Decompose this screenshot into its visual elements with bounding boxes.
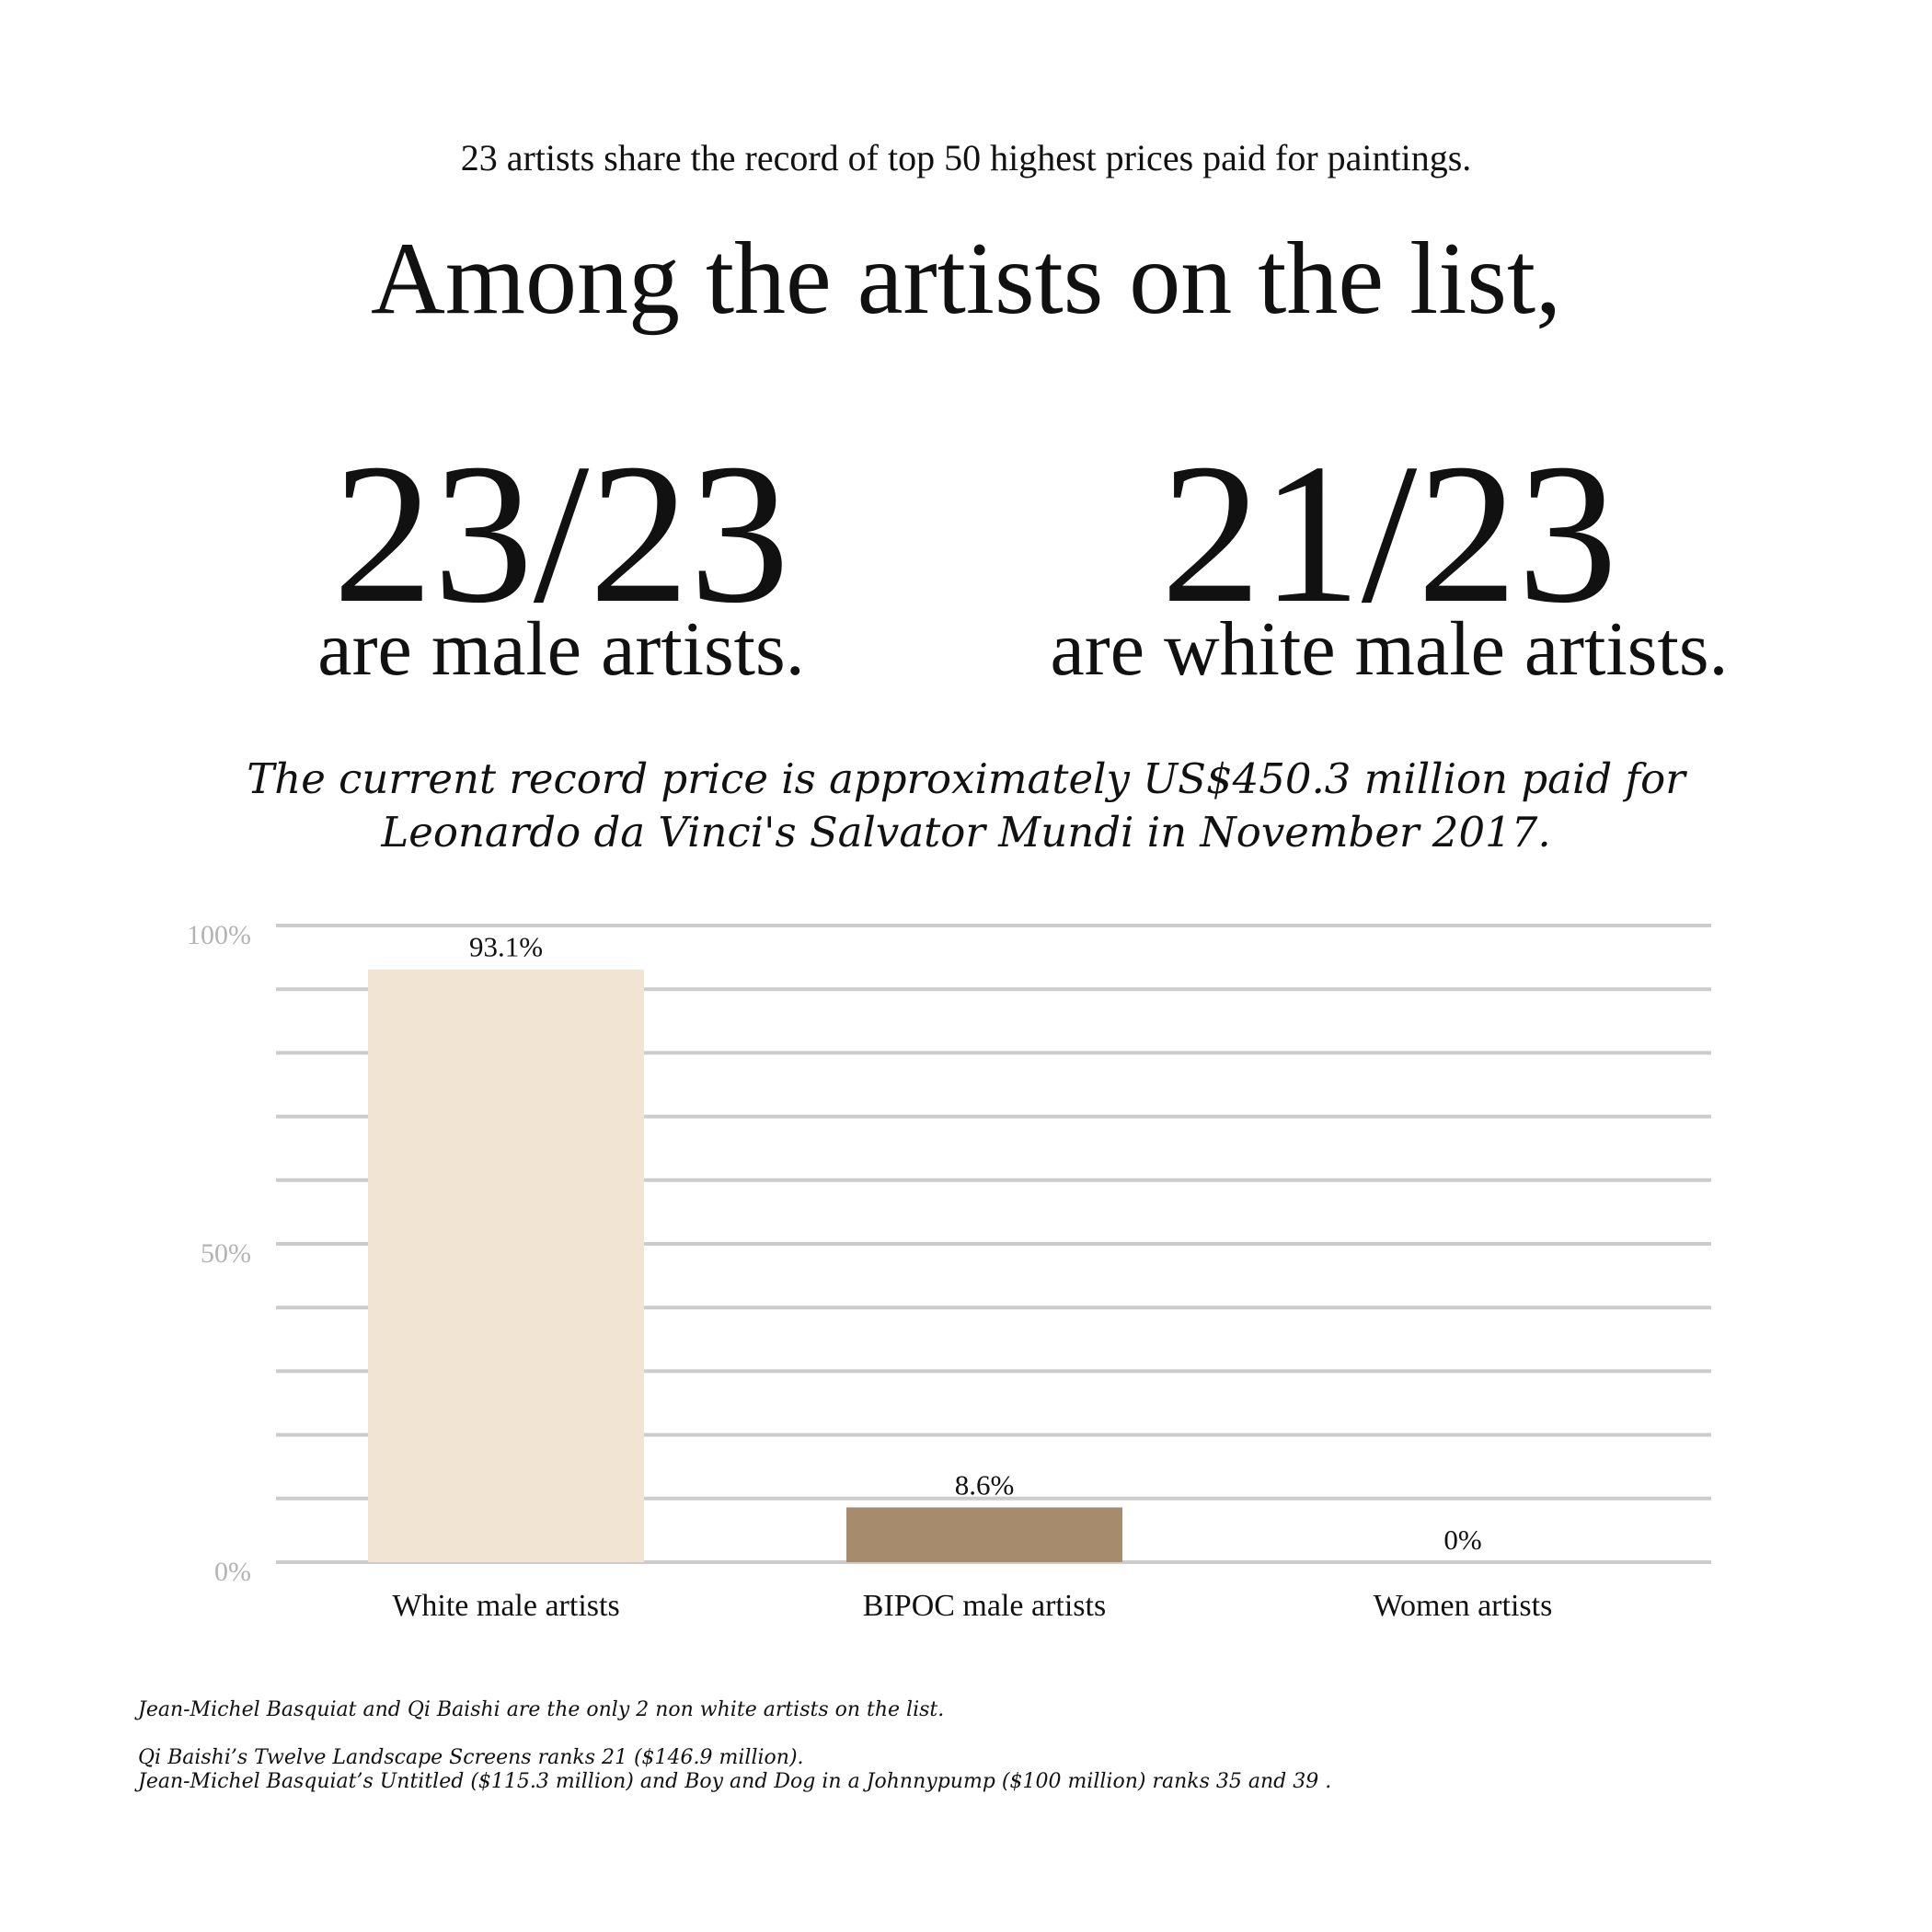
category-label: White male artists: [392, 1589, 619, 1623]
data-label: 8.6%: [955, 1468, 1015, 1501]
y-tick-label: 0%: [214, 1557, 251, 1587]
bar-chart: 0% 50% 100% 93.1% White male artists 8.6% BIPO…: [187, 920, 1711, 1623]
footnote-line-2: Qi Baishi’s Twelve Landscape Screens ran…: [138, 1746, 804, 1769]
data-label: 0%: [1443, 1524, 1481, 1556]
stat-white-male-label: are white male artists.: [1050, 606, 1729, 692]
y-tick-label: 50%: [201, 1238, 251, 1269]
record-price-note-line-1: The current record price is approximatel…: [247, 754, 1685, 803]
category-label: BIPOC male artists: [863, 1589, 1106, 1623]
footnote-line-3: Jean-Michel Basquiat’s Untitled ($115.3 …: [138, 1770, 1332, 1793]
headline: Among the artists on the list,: [370, 222, 1562, 336]
footnotes: Jean-Michel Basquiat and Qi Baishi are t…: [138, 1698, 1331, 1794]
record-price-note: The current record price is approximatel…: [0, 753, 1932, 859]
stat-male-label: are male artists.: [317, 606, 805, 692]
stat-male-value: 23/23: [332, 423, 790, 645]
bar: [368, 969, 644, 1562]
stat-white-male-value: 21/23: [1160, 423, 1618, 645]
y-tick-label: 100%: [187, 920, 251, 950]
data-label: 93.1%: [469, 931, 543, 963]
bar: [846, 1507, 1122, 1562]
record-price-note-line-2: Leonardo da Vinci's Salvator Mundi in No…: [381, 808, 1551, 857]
footnote-line-1: Jean-Michel Basquiat and Qi Baishi are t…: [138, 1698, 945, 1721]
subtitle: 23 artists share the record of top 50 hi…: [460, 137, 1472, 178]
category-label: Women artists: [1374, 1589, 1553, 1623]
